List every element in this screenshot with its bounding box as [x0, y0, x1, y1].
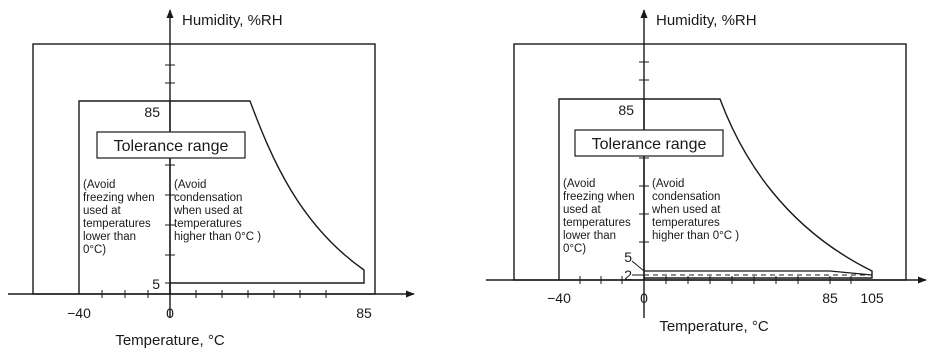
y-axis-label: Humidity, %RH: [182, 12, 283, 29]
y-tick-label: 5: [152, 276, 160, 292]
x-tick-label: 0: [640, 290, 648, 306]
x-tick-label: 0: [166, 305, 174, 321]
tolerance-label-box: [96, 131, 246, 159]
tolerance-range-label: Tolerance range: [592, 136, 707, 153]
x-axis-label: Temperature, °C: [115, 332, 225, 349]
condensation-note: (Avoid condensation when used at tempera…: [173, 179, 261, 243]
x-tick-label: 105: [860, 290, 884, 306]
x-minor-ticks: [101, 290, 327, 298]
x-tick-label: 85: [356, 305, 372, 321]
y-minor-ticks: [165, 64, 175, 284]
freezing-note: (Avoid freezing when used at temperature…: [563, 178, 638, 255]
y-tick-label: 5: [624, 249, 632, 265]
y-tick-label: 2: [624, 267, 632, 283]
x-tick-label: −40: [547, 290, 571, 306]
x-minor-ticks: [579, 276, 852, 284]
diagram-left: [8, 9, 415, 318]
y-tick-label: 85: [144, 104, 160, 120]
y-axis-label: Humidity, %RH: [656, 12, 757, 29]
tolerance-range-outline: [78, 100, 365, 294]
x-tick-label: −40: [67, 305, 91, 321]
tolerance-label-box: [574, 129, 724, 157]
tolerance-range-outline: [558, 98, 873, 280]
freezing-note: (Avoid freezing when used at temperature…: [83, 179, 158, 256]
diagram-right: [486, 9, 927, 318]
x-axis-label: Temperature, °C: [659, 318, 769, 335]
condensation-note: (Avoid condensation when used at tempera…: [651, 178, 739, 242]
x-tick-label: 85: [822, 290, 838, 306]
y-minor-ticks: [639, 61, 649, 243]
diagram-left-text: Humidity, %RH Temperature, °C −40 0 85 8…: [67, 12, 372, 349]
y-tick-label: 85: [618, 102, 634, 118]
storage-range-box: [32, 43, 376, 295]
y-leader-lines: [631, 260, 645, 276]
tolerance-range-label: Tolerance range: [114, 138, 229, 155]
rh5-slope: [829, 270, 873, 276]
diagram-right-text: Humidity, %RH Temperature, °C −40 0 85 1…: [547, 12, 884, 335]
